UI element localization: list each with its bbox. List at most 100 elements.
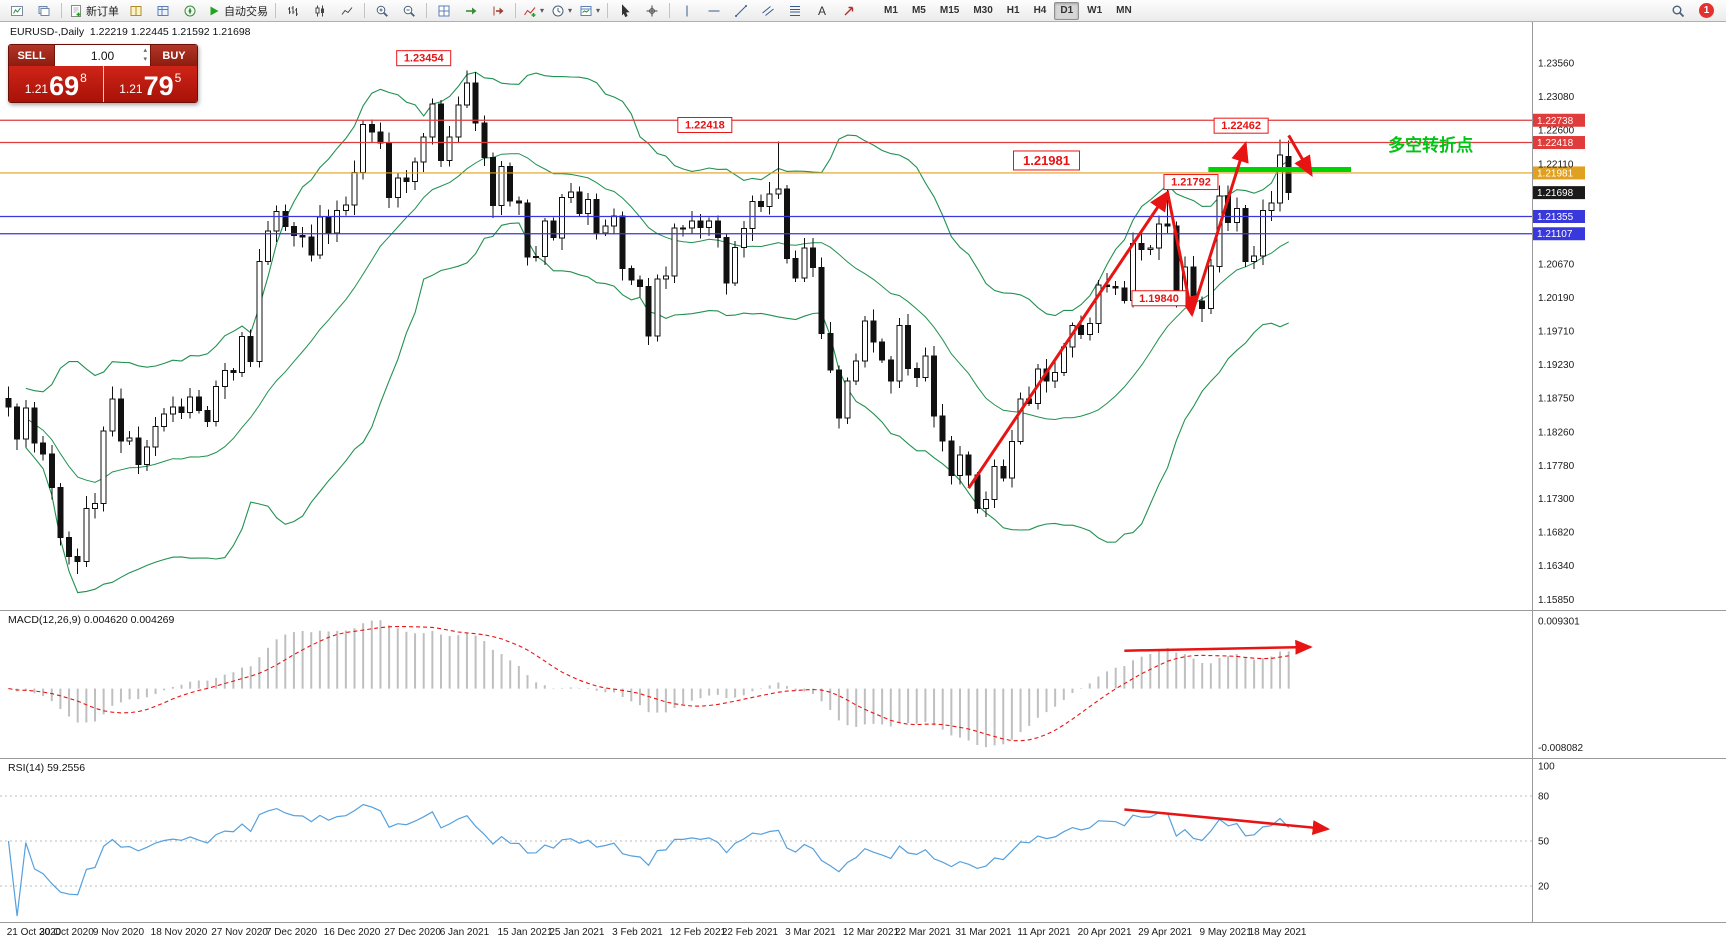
toolbar-right-group: 1 <box>1665 1 1722 21</box>
ask-price-button[interactable]: 1.21 79 5 <box>103 66 197 102</box>
toolbar-crosshair-button[interactable] <box>639 1 665 21</box>
toolbar-horizontal-line-button[interactable] <box>701 1 727 21</box>
trend-arrow[interactable] <box>1124 639 1313 655</box>
date-axis-label: 21 Oct 2020 <box>7 927 62 938</box>
toolbar-autotrading-button[interactable]: 自动交易 <box>204 1 271 21</box>
data-grid-icon <box>157 5 169 16</box>
price-tag-label: 1.22738 <box>1537 116 1574 127</box>
ask-prefix: 1.21 <box>119 82 143 96</box>
trend-arrow[interactable] <box>1287 134 1313 177</box>
bid-price-button[interactable]: 1.21 69 8 <box>9 66 104 102</box>
timeframe-mn-button[interactable]: MN <box>1116 4 1132 16</box>
timeframe-m15-button[interactable]: M15 <box>939 4 960 16</box>
search-button[interactable] <box>1665 1 1691 21</box>
volume-value: 1.00 <box>90 48 115 63</box>
chart-window-icon <box>11 5 23 16</box>
toolbar-bar-chart-mode-button[interactable] <box>280 1 306 21</box>
toolbar-candlestick-mode-button[interactable] <box>307 1 333 21</box>
price-annotation-box[interactable] <box>1131 290 1187 307</box>
rsi-axis-label: 50 <box>1538 837 1550 848</box>
notification-badge[interactable]: 1 <box>1699 3 1714 18</box>
rsi-axis-label: 80 <box>1538 792 1550 803</box>
toolbar-auto-scroll-button[interactable] <box>458 1 484 21</box>
spinner-up-icon[interactable]: ▴ <box>143 47 147 54</box>
crosshair-icon <box>646 5 658 16</box>
toolbar-separator <box>515 3 516 18</box>
price-annotation-box[interactable] <box>1013 150 1080 171</box>
panel-separators <box>0 22 1726 923</box>
timeframe-w1-button[interactable]: W1 <box>1087 4 1103 16</box>
price-tag-label: 1.21698 <box>1537 188 1574 199</box>
trend-arrow[interactable] <box>967 190 1170 490</box>
toolbar-text-label-button[interactable]: A <box>809 1 835 21</box>
toolbar-line-chart-mode-button[interactable] <box>334 1 360 21</box>
toolbar-separator <box>364 3 365 18</box>
date-axis-label: 15 Jan 2021 <box>497 927 552 938</box>
chart-plot-area[interactable] <box>0 22 1532 610</box>
toolbar-cursor-button[interactable] <box>612 1 638 21</box>
trend-arrow[interactable] <box>1190 140 1249 315</box>
price-annotation-box[interactable] <box>1163 174 1219 191</box>
toolbar-separator <box>426 3 427 18</box>
bid-prefix: 1.21 <box>24 82 49 96</box>
toolbar-separator <box>669 3 671 18</box>
sell-button[interactable]: SELL <box>9 45 55 66</box>
price-annotation-box[interactable] <box>1213 117 1269 134</box>
toolbar-zoom-in-button[interactable] <box>369 1 395 21</box>
timeframe-d1-button[interactable]: D1 <box>1054 1 1080 20</box>
toolbar-market-watch-button[interactable] <box>123 1 149 21</box>
toolbar-data-window-button[interactable] <box>150 1 176 21</box>
toolbar-trendline-button[interactable] <box>728 1 754 21</box>
toolbar-chart-shift-button[interactable] <box>485 1 511 21</box>
trend-arrow[interactable] <box>1166 192 1198 318</box>
timeframe-m5-button[interactable]: M5 <box>911 4 926 16</box>
price-tag-label: 1.22418 <box>1537 138 1574 149</box>
price-annotation-box[interactable] <box>677 116 733 133</box>
price-axis-label: 1.20670 <box>1538 260 1575 271</box>
toolbar-new-chart-button[interactable] <box>4 1 30 21</box>
toolbar-new-order-button[interactable]: 新订单 <box>66 1 122 21</box>
toolbar-chart-profiles-button[interactable] <box>31 1 57 21</box>
chart-shift-icon <box>493 6 504 15</box>
volume-spinner[interactable]: ▴ ▾ <box>143 46 147 64</box>
timeframe-h4-button[interactable]: H4 <box>1033 4 1047 16</box>
toolbar-indicators-button[interactable]: ▾ <box>520 1 547 21</box>
date-axis-label: 6 Jan 2021 <box>440 927 490 938</box>
tile-grid-icon <box>438 5 450 16</box>
price-tag <box>1533 136 1585 150</box>
one-click-trading-panel: SELL 1.00 ▴ ▾ BUY 1.21 69 8 1.21 79 5 <box>8 44 198 103</box>
timeframe-m1-button[interactable]: M1 <box>884 4 898 16</box>
date-axis-label: 22 Feb 2021 <box>722 927 779 938</box>
toolbar-fibonacci-button[interactable] <box>782 1 808 21</box>
buy-button[interactable]: BUY <box>151 45 197 66</box>
volume-stepper[interactable]: 1.00 ▴ ▾ <box>55 45 151 66</box>
toolbar-periods-button[interactable]: ▾ <box>548 1 575 21</box>
ask-pips: 79 <box>143 71 174 101</box>
timeframe-m30-button[interactable]: M30 <box>973 4 993 16</box>
toolbar-tile-windows-button[interactable] <box>431 1 457 21</box>
doc-plus-icon <box>71 4 81 17</box>
toolbar-zoom-out-button[interactable] <box>396 1 422 21</box>
date-axis-label: 29 Apr 2021 <box>1138 927 1192 938</box>
macd-histogram <box>7 620 1290 748</box>
price-axis[interactable]: 1.22738 1.22418 1.21981 1.21355 1.21107 1.216… <box>1533 59 1585 893</box>
toolbar-equidistant-channel-button[interactable] <box>755 1 781 21</box>
timeframe-h1-button[interactable]: H1 <box>1006 4 1020 16</box>
toolbar-vertical-line-button[interactable] <box>674 1 700 21</box>
rsi-axis-label: 100 <box>1538 762 1555 773</box>
turning-point-text-annotation[interactable]: 多空转折点 <box>1388 135 1473 155</box>
trend-arrow[interactable] <box>1124 808 1331 836</box>
macd-panel <box>7 620 1290 748</box>
toolbar-templates-button[interactable]: ▾ <box>576 1 603 21</box>
toolbar-arrows-tool-button[interactable] <box>836 1 862 21</box>
price-annotation-box[interactable] <box>396 50 452 67</box>
macd-signal-line <box>8 625 1289 742</box>
price-annotation-label: 1.23454 <box>404 53 445 65</box>
zoom-in-icon <box>376 5 388 17</box>
toolbar-navigator-button[interactable] <box>177 1 203 21</box>
price-axis-label: 1.20190 <box>1538 293 1575 304</box>
price-axis-label: 1.23560 <box>1538 59 1575 70</box>
spinner-down-icon[interactable]: ▾ <box>143 56 147 63</box>
